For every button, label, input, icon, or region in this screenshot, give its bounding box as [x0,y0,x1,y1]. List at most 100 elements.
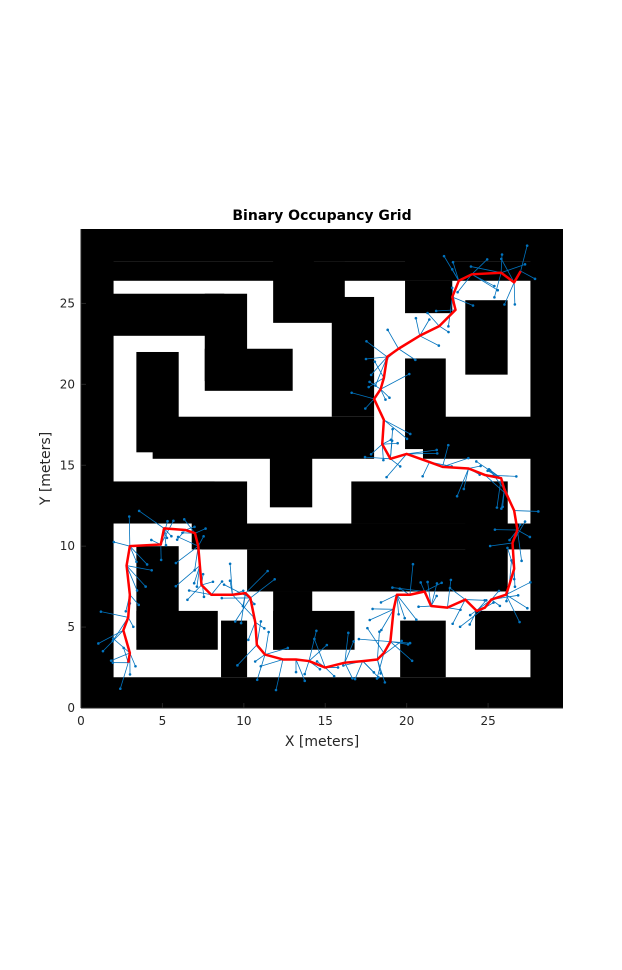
tree-edge [494,272,502,298]
tree-node [135,589,139,592]
tree-node [263,627,266,630]
tree-node [303,672,307,676]
tree-node [363,455,367,459]
tree-node [421,474,424,478]
tree-node [192,581,196,585]
tree-edge [362,660,375,673]
planned-path-layer [122,270,522,669]
tree-node [135,560,138,564]
axes: 0 5 10 15 20 25 0 5 10 15 20 25 [60,229,563,728]
tree-node [398,587,402,590]
x-tick-label: 15 [318,714,333,728]
tree-edge [381,609,394,631]
x-tick-label: 5 [159,714,167,728]
tree-node [450,286,454,290]
tree-node [220,580,224,583]
tree-node [400,639,403,643]
tree-node [518,620,521,624]
tree-node [512,577,516,581]
tree-node [397,612,400,616]
tree-node [342,664,345,667]
tree-edge [424,582,442,592]
tree-node [398,465,402,468]
plot-area [81,229,563,708]
tree-node [434,309,438,313]
tree-node [204,527,207,530]
tree-edge [242,593,246,607]
tree-edge [513,282,516,305]
tree-node [388,396,391,400]
tree-edge [229,563,233,595]
tree-node [228,562,232,566]
obstacle [422,416,563,459]
tree-edge [505,581,531,596]
tree-node [111,661,115,664]
obstacle [405,280,453,314]
tree-node [479,464,482,468]
tree-node [468,623,472,626]
tree-node [112,540,116,544]
tree-edge [98,629,124,644]
tree-edge [370,443,383,455]
tree-node [468,613,472,617]
y-tick-label: 5 [67,620,75,634]
tree-edge [112,638,131,654]
tree-node [426,311,429,315]
obstacle-layer [81,229,563,708]
tree-edge [128,516,131,547]
tree-edge [380,373,410,390]
tree-node [195,585,199,588]
chart-title: Binary Occupancy Grid [232,208,411,224]
tree-edge [380,388,390,398]
tree-node [380,628,383,632]
tree-edge [420,582,425,592]
tree-node [406,643,410,646]
tree-edge [419,335,440,346]
x-axis-label: X [meters] [285,734,359,750]
tree-node [318,667,322,671]
tree-node [440,581,443,585]
tree-node [174,584,178,588]
tree-node [128,673,132,676]
tree-node [435,448,439,452]
tree-node [172,519,175,523]
tree-node [253,660,257,663]
x-tick-label: 25 [480,714,495,728]
tree-node [513,585,517,589]
tree-edge [126,565,152,571]
tree-edge [390,458,401,467]
tree-node [357,637,361,641]
tree-node [315,660,319,663]
tree-node [383,681,387,684]
tree-node [515,475,518,478]
obstacle [405,229,453,281]
tree-node [385,475,388,479]
tree-node [435,594,438,598]
tree-edge [364,456,391,460]
tree-node [518,523,522,526]
tree-node [378,630,381,634]
tree-node [510,559,513,562]
tree-node [99,610,103,613]
obstacle [152,416,375,459]
tree-node [386,328,389,332]
tree-node [228,579,232,583]
tree-node [266,569,269,573]
tree-node [405,437,409,441]
tree-node [274,688,278,692]
obstacle [269,449,313,508]
tree-edge [409,564,414,595]
tree-edge [448,296,453,327]
tree-edge [367,627,385,654]
tree-node [372,671,376,674]
tree-edge [110,652,131,662]
planned-path [122,270,522,669]
y-tick-label: 0 [67,701,75,715]
tree-edge [189,590,212,596]
tree-edge [517,529,523,561]
tree-node [525,244,529,247]
tree-node [368,380,371,384]
tree-node [255,678,259,682]
tree-node [369,452,373,456]
obstacle [81,677,563,708]
